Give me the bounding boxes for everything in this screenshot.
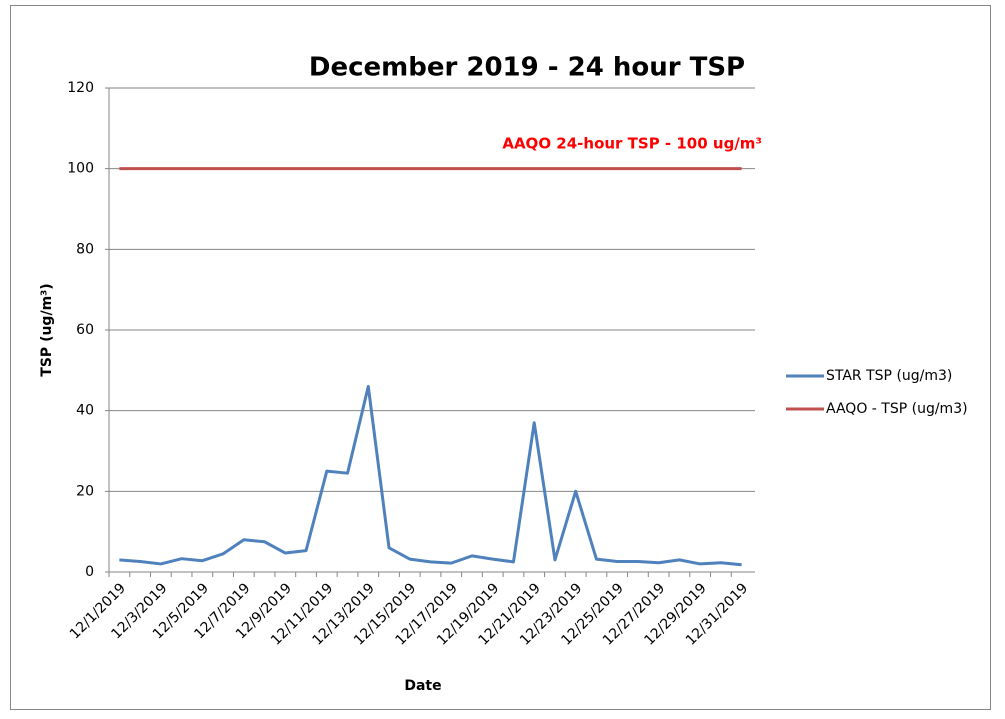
chart-border (10, 5, 991, 710)
y-axis-label: TSP (ug/m³) (39, 283, 55, 376)
chart-title: December 2019 - 24 hour TSP (309, 53, 745, 83)
y-tick-label: 60 (76, 322, 94, 338)
legend-label: AAQO - TSP (ug/m3) (826, 401, 968, 417)
legend-label: STAR TSP (ug/m3) (826, 368, 952, 384)
series-line (119, 384, 742, 567)
y-tick-label: 20 (76, 483, 94, 499)
y-tick-label: 0 (85, 564, 94, 580)
annotation: AAQO 24-hour TSP - 100 ug/m³ (502, 135, 762, 153)
x-axis-label: Date (404, 678, 441, 694)
y-tick-label: 120 (67, 80, 94, 96)
y-tick-label: 80 (76, 241, 94, 257)
y-tick-label: 100 (67, 161, 94, 177)
y-tick-label: 40 (76, 403, 94, 419)
